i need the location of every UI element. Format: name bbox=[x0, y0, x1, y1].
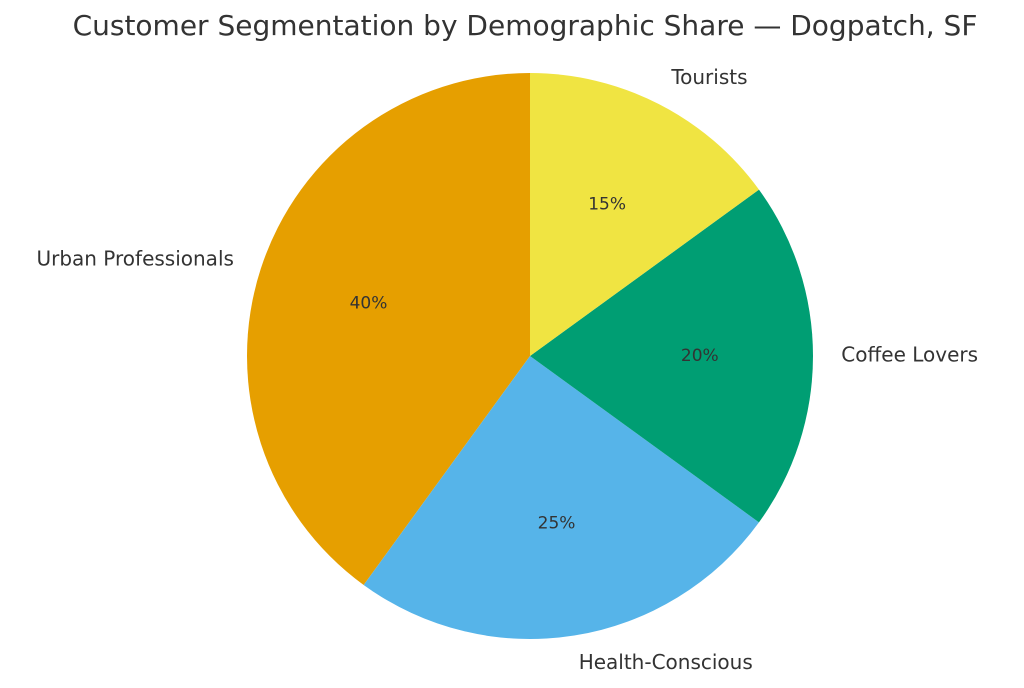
category-label: Coffee Lovers bbox=[841, 343, 978, 367]
pie-slice bbox=[530, 73, 759, 356]
category-label: Urban Professionals bbox=[36, 246, 233, 270]
pct-label: 15% bbox=[588, 195, 626, 215]
pie-slice bbox=[247, 73, 530, 585]
category-label: Tourists bbox=[670, 65, 747, 89]
pct-label: 40% bbox=[350, 294, 388, 314]
chart-title: Customer Segmentation by Demographic Sha… bbox=[73, 9, 978, 42]
pie-slice bbox=[530, 189, 814, 523]
pct-label: 20% bbox=[681, 346, 719, 366]
pct-label: 25% bbox=[538, 514, 576, 534]
pie-slice bbox=[363, 356, 759, 639]
category-label: Health-Conscious bbox=[579, 650, 753, 674]
